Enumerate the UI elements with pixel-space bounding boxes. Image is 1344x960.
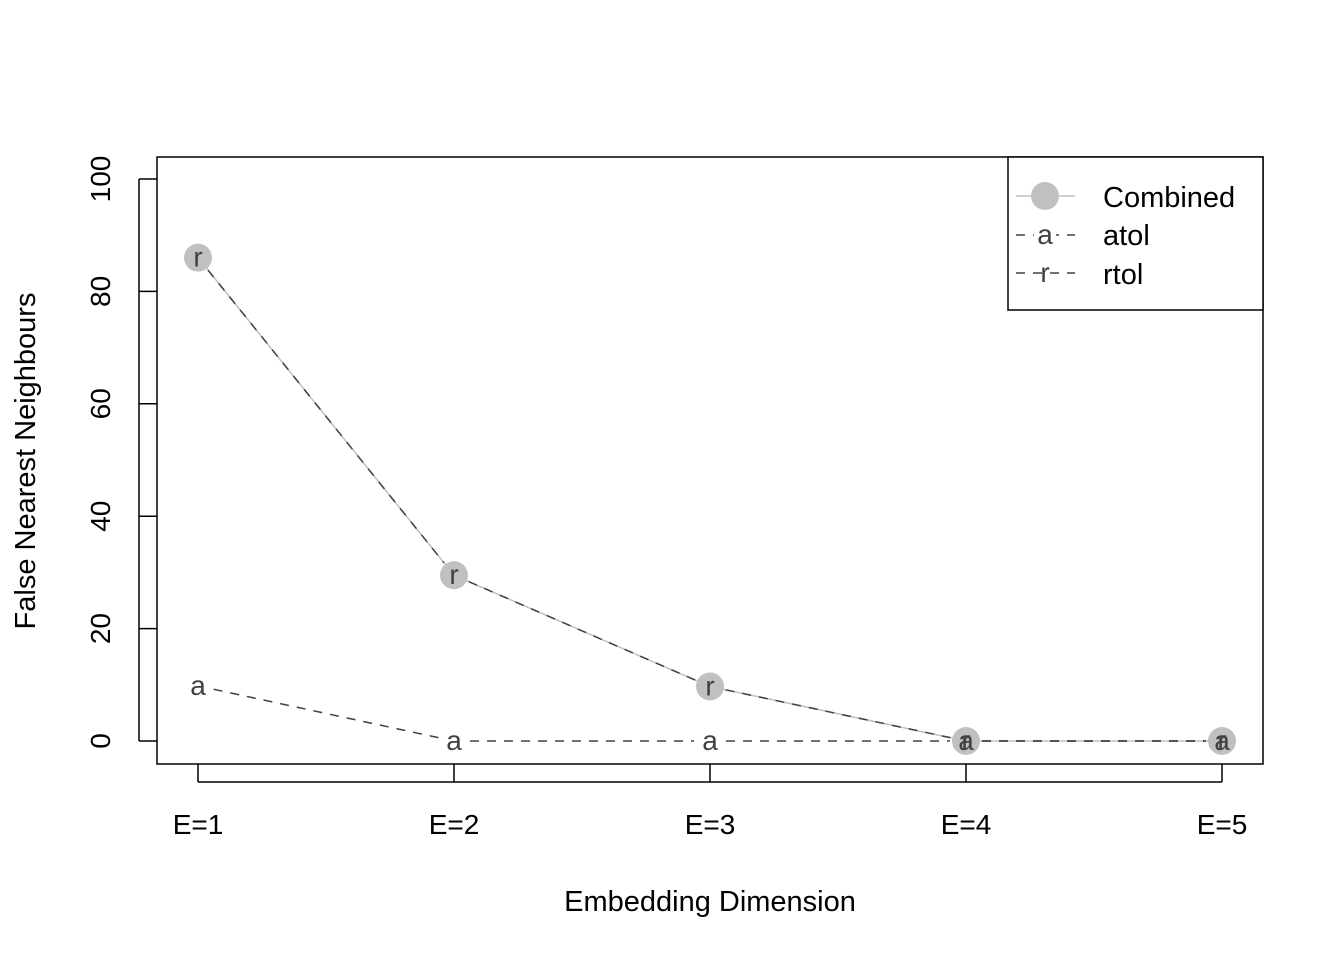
x-axis-title: Embedding Dimension bbox=[564, 886, 856, 918]
y-tick-label: 40 bbox=[85, 501, 116, 532]
combined-point bbox=[952, 727, 980, 755]
y-tick-label: 80 bbox=[85, 276, 116, 307]
rtol-segment bbox=[207, 269, 445, 564]
rtol-point: r bbox=[449, 559, 458, 590]
legend-rtol-label: rtol bbox=[1103, 259, 1143, 291]
y-axis-title: False Nearest Neighbours bbox=[10, 293, 42, 630]
legend-combined-marker bbox=[1031, 182, 1059, 210]
rtol-point: r bbox=[961, 725, 970, 756]
y-tick-label: 0 bbox=[85, 733, 116, 749]
legend-entry-atol: a atol bbox=[1016, 219, 1150, 252]
legend-rtol-marker: r bbox=[1040, 257, 1049, 288]
atol-point: a bbox=[1214, 725, 1230, 756]
y-tick-label: 100 bbox=[85, 156, 116, 203]
x-tick-label: E=2 bbox=[429, 809, 480, 840]
legend: Combined a atol r rtol bbox=[1007, 156, 1264, 311]
combined-point bbox=[696, 672, 724, 701]
legend-atol-gap bbox=[1034, 220, 1056, 248]
atol-point: a bbox=[190, 670, 206, 701]
x-axis: E=1 E=2 E=3 E=4 E=5 bbox=[173, 764, 1248, 840]
atol-line bbox=[213, 688, 1206, 742]
combined-line bbox=[197, 257, 1222, 742]
x-tick-label: E=5 bbox=[1197, 809, 1248, 840]
atol-point: a bbox=[446, 725, 462, 756]
legend-combined-label: Combined bbox=[1103, 182, 1235, 214]
atol-point: a bbox=[702, 725, 718, 756]
combined-point bbox=[184, 243, 212, 272]
y-tick-label: 60 bbox=[85, 388, 116, 419]
legend-atol-label: atol bbox=[1103, 220, 1150, 252]
atol-point: a bbox=[958, 725, 974, 756]
legend-entry-combined: Combined bbox=[1016, 182, 1235, 214]
rtol-segment bbox=[725, 689, 951, 739]
combined-point bbox=[440, 561, 468, 590]
x-tick-label: E=3 bbox=[685, 809, 736, 840]
combined-point bbox=[1208, 727, 1236, 755]
x-tick-label: E=4 bbox=[941, 809, 992, 840]
atol-segment bbox=[213, 688, 439, 739]
legend-entry-rtol: r rtol bbox=[1016, 257, 1143, 291]
legend-atol-marker: a bbox=[1037, 219, 1053, 250]
y-axis: 0 20 40 60 80 100 bbox=[85, 156, 157, 749]
rtol-point: r bbox=[1217, 725, 1226, 756]
rtol-point: r bbox=[193, 242, 202, 273]
rtol-point: r bbox=[705, 670, 714, 701]
y-tick-label: 20 bbox=[85, 613, 116, 644]
x-tick-label: E=1 bbox=[173, 809, 224, 840]
rtol-segment bbox=[468, 580, 696, 681]
